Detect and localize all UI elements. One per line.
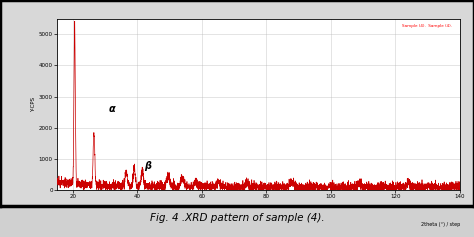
Text: 2theta (°) / step: 2theta (°) / step — [420, 222, 460, 227]
Y-axis label: Y-CPS: Y-CPS — [31, 97, 36, 112]
Text: Fig. 4 .XRD pattern of sample (4).: Fig. 4 .XRD pattern of sample (4). — [150, 213, 324, 223]
Text: Sample (4).  Sample (4).: Sample (4). Sample (4). — [402, 24, 452, 28]
Text: α: α — [109, 104, 115, 114]
Text: β: β — [144, 160, 151, 170]
